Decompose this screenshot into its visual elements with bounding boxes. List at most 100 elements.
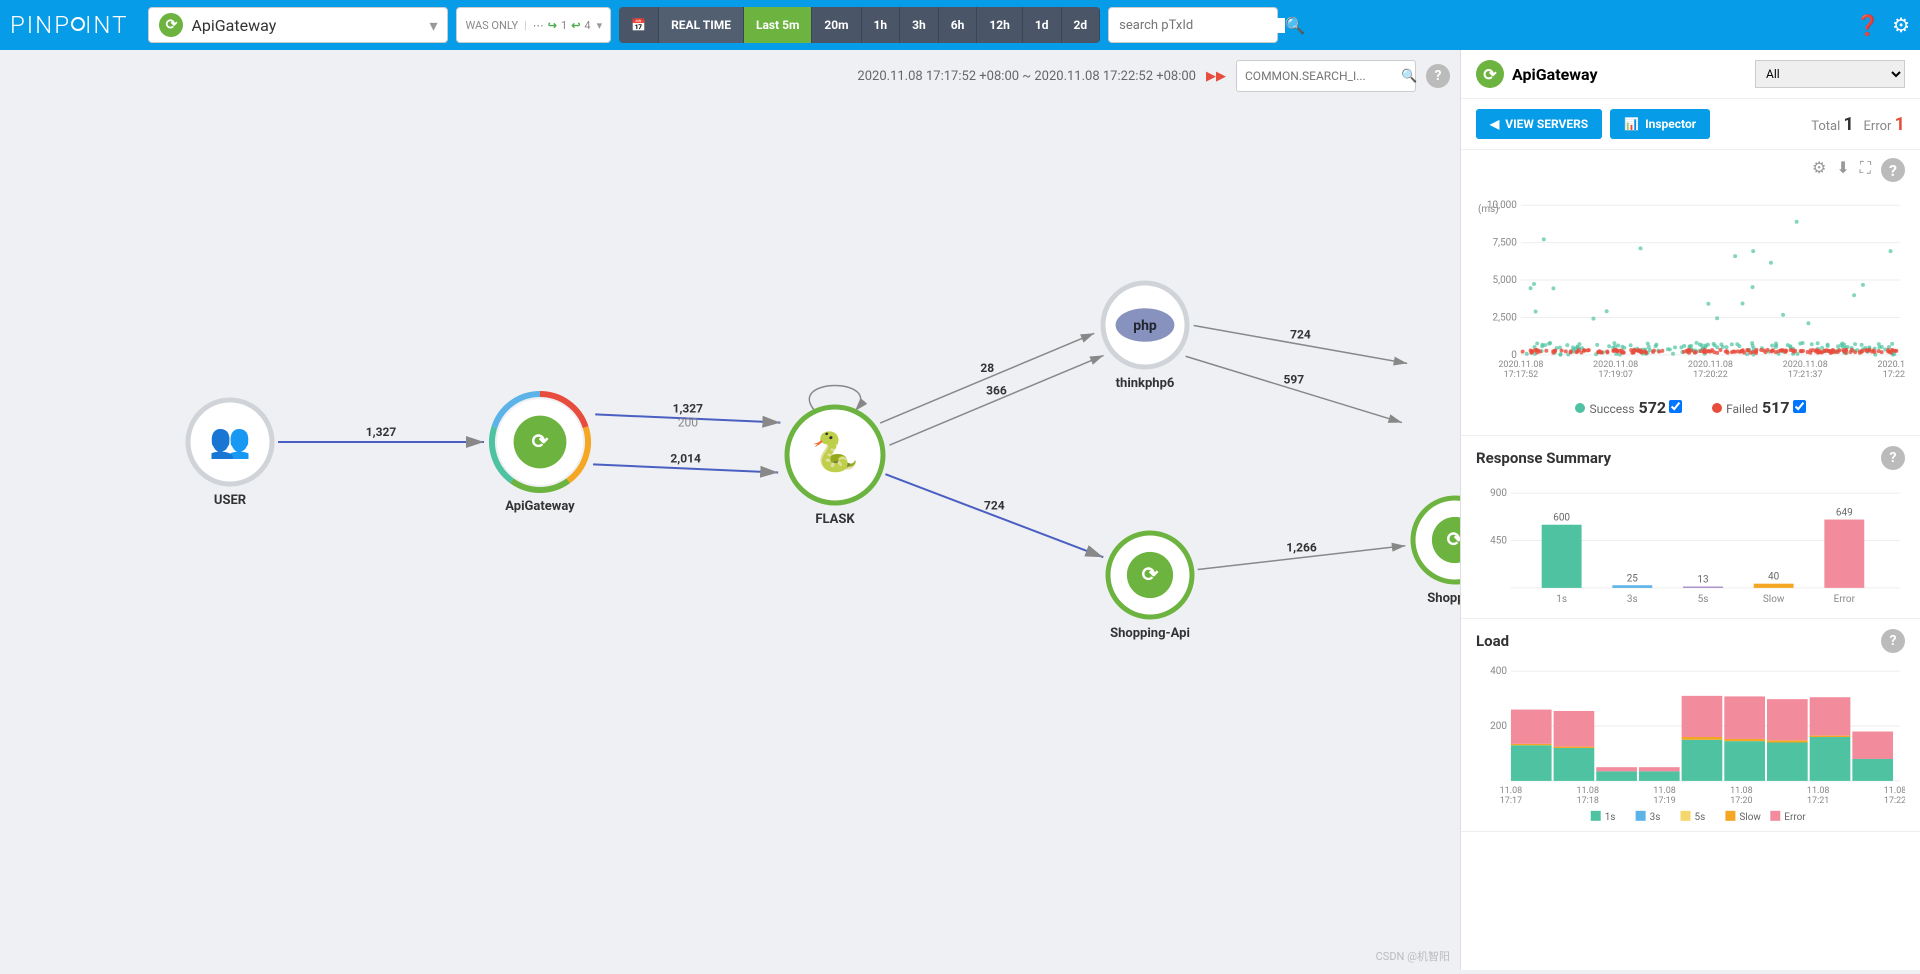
svg-text:⟳: ⟳ <box>532 429 549 453</box>
gear-icon[interactable]: ⚙ <box>1812 158 1826 182</box>
svg-text:⟳: ⟳ <box>1142 562 1159 586</box>
map-search-input[interactable] <box>1245 69 1401 83</box>
svg-text:11.08: 11.08 <box>1576 786 1599 796</box>
svg-text:2020.11.08: 2020.11.08 <box>1498 360 1543 370</box>
dots-icon: ⋯ <box>533 19 544 32</box>
sp-buttons: ◀ VIEW SERVERS 📊 Inspector Total 1 Error… <box>1461 99 1920 150</box>
node-apigw[interactable]: ⟳ ApiGateway <box>492 394 588 514</box>
load-chart[interactable]: 20040011.0817:1711.0817:1811.0817:1911.0… <box>1476 661 1905 821</box>
svg-text:597: 597 <box>1283 372 1304 386</box>
svg-text:724: 724 <box>984 499 1005 513</box>
node-php[interactable]: phpthinkphp6 <box>1103 283 1187 391</box>
sp-title: ApiGateway <box>1512 65 1755 84</box>
section-title: Load <box>1476 632 1509 650</box>
map-search[interactable]: 🔍 <box>1236 60 1416 92</box>
svg-text:10,000: 10,000 <box>1487 200 1517 211</box>
svg-text:2020.11.08: 2020.11.08 <box>1877 360 1905 370</box>
search-icon: 🔍 <box>1401 69 1417 84</box>
time-range-12h[interactable]: 12h <box>977 7 1023 43</box>
filter-select[interactable]: All <box>1755 60 1905 88</box>
svg-text:ApiGateway: ApiGateway <box>505 499 575 514</box>
svg-text:17:21: 17:21 <box>1807 796 1829 806</box>
time-range-Last5m[interactable]: Last 5m <box>744 7 812 43</box>
svg-text:17:19: 17:19 <box>1653 796 1675 806</box>
app-name: ApiGateway <box>191 16 276 35</box>
svg-text:USER: USER <box>214 493 247 508</box>
download-icon[interactable]: ⬇ <box>1836 158 1849 182</box>
svg-text:400: 400 <box>1490 666 1507 677</box>
svg-text:🐍: 🐍 <box>811 430 859 475</box>
inspector-button[interactable]: 📊 Inspector <box>1610 109 1710 139</box>
svg-text:Slow: Slow <box>1739 812 1761 821</box>
scatter-section: (ms)02,5005,0007,50010,0002020.11.0817:1… <box>1461 190 1920 436</box>
was-only-box[interactable]: WAS ONLY | ⋯ ↪1 ↩4 ▾ <box>456 7 611 43</box>
node-user[interactable]: 👥 USER <box>188 400 272 508</box>
failed-dot <box>1712 403 1722 413</box>
svg-text:Slow: Slow <box>1763 594 1785 605</box>
spring-icon: ⟳ <box>1476 60 1504 88</box>
scatter-legend: Success572 Failed517 <box>1476 390 1905 425</box>
help-icon[interactable]: ? <box>1881 158 1905 182</box>
svg-text:600: 600 <box>1553 513 1570 524</box>
svg-text:5s: 5s <box>1698 594 1709 605</box>
svg-text:2020.11.08: 2020.11.08 <box>1688 360 1733 370</box>
svg-text:👥: 👥 <box>209 422 251 461</box>
help-icon[interactable]: ❓ <box>1855 13 1880 37</box>
svg-text:17:17:52: 17:17:52 <box>1504 370 1539 380</box>
sp-header: ⟳ ApiGateway All <box>1461 50 1920 99</box>
node-flask[interactable]: 🐍FLASK <box>787 407 883 527</box>
svg-text:2,014: 2,014 <box>670 451 701 465</box>
svg-text:17:20: 17:20 <box>1730 796 1752 806</box>
help-icon[interactable]: ? <box>1426 64 1450 88</box>
help-icon[interactable]: ? <box>1881 629 1905 653</box>
time-range-1d[interactable]: 1d <box>1023 7 1062 43</box>
side-panel: ⟳ ApiGateway All ◀ VIEW SERVERS 📊 Inspec… <box>1460 50 1920 970</box>
was-only-label: WAS ONLY <box>465 19 518 32</box>
svg-text:Error: Error <box>1834 594 1856 605</box>
svg-text:1,266: 1,266 <box>1286 541 1317 555</box>
stats: Total 1 Error 1 <box>1811 114 1905 135</box>
section-title: Response Summary <box>1476 449 1611 467</box>
svg-text:2020.11.08: 2020.11.08 <box>1593 360 1638 370</box>
realtime-button[interactable]: REAL TIME <box>659 7 744 43</box>
search-box[interactable]: 🔍 <box>1108 7 1278 43</box>
node-shopapi[interactable]: ⟳Shopping-Api <box>1108 533 1192 641</box>
svg-text:649: 649 <box>1836 508 1853 519</box>
svg-text:17:22: 17:22 <box>1884 796 1905 806</box>
bar-chart[interactable]: 4509006001s253s135s40Slow649Error <box>1476 478 1905 608</box>
map-svg[interactable]: 1,3271,3272002,014283667241,266724597👥US… <box>0 50 1460 970</box>
time-range-1h[interactable]: 1h <box>862 7 901 43</box>
success-checkbox[interactable] <box>1669 400 1682 413</box>
help-icon[interactable]: ? <box>1881 446 1905 470</box>
chevron-down-icon: ▾ <box>597 19 603 32</box>
svg-text:28: 28 <box>980 361 994 375</box>
watermark: CSDN @机智阳 <box>1376 948 1450 964</box>
svg-text:13: 13 <box>1697 575 1708 586</box>
scatter-chart[interactable]: (ms)02,5005,0007,50010,0002020.11.0817:1… <box>1476 200 1905 390</box>
time-range-3h[interactable]: 3h <box>900 7 939 43</box>
svg-text:25: 25 <box>1627 573 1639 584</box>
svg-text:7,500: 7,500 <box>1493 238 1518 249</box>
in-arrow-icon: ↪ <box>548 19 557 32</box>
out-arrow-icon: ↩ <box>571 19 580 32</box>
time-range-6h[interactable]: 6h <box>939 7 978 43</box>
calendar-button[interactable]: 📅 <box>619 7 659 43</box>
node-shop[interactable]: ⟳Shopping <box>1413 498 1460 606</box>
chevron-down-icon: ▾ <box>429 16 437 35</box>
svg-text:900: 900 <box>1490 488 1507 499</box>
expand-icon[interactable]: ⛶ <box>1860 158 1871 182</box>
view-servers-button[interactable]: ◀ VIEW SERVERS <box>1476 109 1602 139</box>
time-range-20m[interactable]: 20m <box>812 7 861 43</box>
failed-checkbox[interactable] <box>1793 400 1806 413</box>
search-input[interactable] <box>1119 18 1285 33</box>
in-count: 1 <box>561 19 567 32</box>
server-map[interactable]: 2020.11.08 17:17:52 +08:00 ~ 2020.11.08 … <box>0 50 1460 970</box>
app-selector[interactable]: ⟳ ApiGateway ▾ <box>148 7 448 43</box>
svg-text:17:17: 17:17 <box>1500 796 1522 806</box>
svg-text:11.08: 11.08 <box>1500 786 1523 796</box>
time-range-2d[interactable]: 2d <box>1062 7 1101 43</box>
time-range-text: 2020.11.08 17:17:52 +08:00 ~ 2020.11.08 … <box>857 69 1196 84</box>
out-count: 4 <box>584 19 590 32</box>
gear-icon[interactable]: ⚙ <box>1892 13 1910 37</box>
video-icon[interactable]: ▶▶ <box>1206 69 1226 84</box>
